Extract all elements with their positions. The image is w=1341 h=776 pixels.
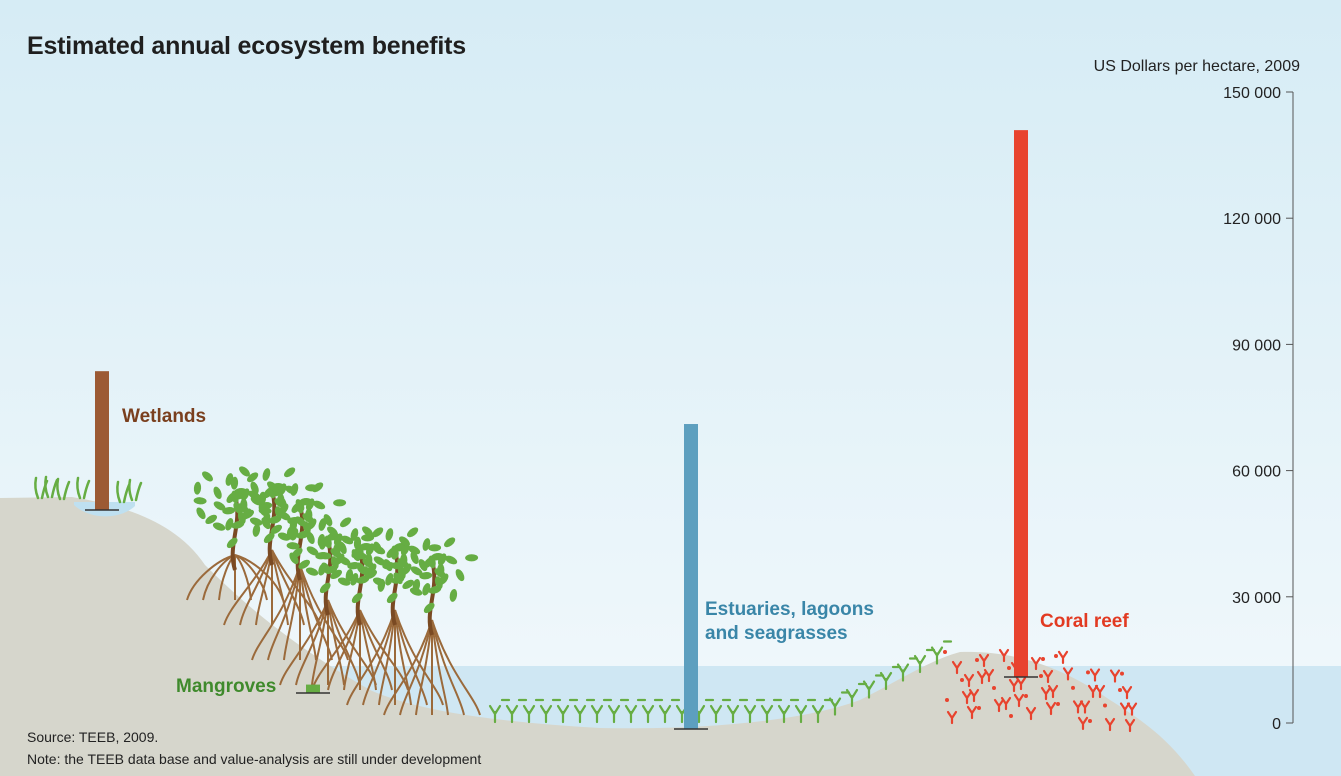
seagrass xyxy=(488,640,953,724)
y-axis: 0 30 000 60 000 90 000 120 000 150 000 xyxy=(1223,85,1294,733)
category-label-line: and seagrasses xyxy=(705,623,848,644)
y-tick-label: 60 000 xyxy=(1232,464,1281,481)
source-text: Source: TEEB, 2009. xyxy=(27,729,159,745)
bar-wetlands xyxy=(95,371,109,510)
category-label-line: Wetlands xyxy=(122,406,207,427)
bar-mangroves xyxy=(306,684,320,693)
y-tick-label: 150 000 xyxy=(1223,85,1281,102)
bars xyxy=(85,130,1038,730)
category-label: Estuaries, lagoons and seagrasses xyxy=(705,598,874,646)
note-text: Note: the TEEB data base and value-analy… xyxy=(27,751,482,767)
category-label: Wetlands xyxy=(122,405,206,429)
category-label: Mangroves xyxy=(176,675,276,699)
bar-estuaries-lagoons-and-seagrasses xyxy=(684,424,698,729)
y-tick-label: 30 000 xyxy=(1232,590,1281,607)
y-tick-label: 90 000 xyxy=(1232,337,1281,354)
category-label: Coral reef xyxy=(1040,610,1129,634)
mangrove-trees xyxy=(186,466,481,716)
category-label-line: Mangroves xyxy=(176,676,277,697)
y-tick-label: 120 000 xyxy=(1223,211,1281,228)
bar-coral-reef xyxy=(1014,130,1028,678)
coral-cluster xyxy=(943,648,1138,733)
seabed-terrain xyxy=(0,497,1195,776)
illustration-layer xyxy=(34,466,1138,733)
y-tick-label: 0 xyxy=(1272,716,1281,733)
y-axis-unit-label: US Dollars per hectare, 2009 xyxy=(1093,58,1300,75)
wetland-grass xyxy=(34,475,143,504)
category-label-line: Coral reef xyxy=(1040,611,1129,632)
category-label-line: Estuaries, lagoons xyxy=(705,599,874,620)
chart-title: Estimated annual ecosystem benefits xyxy=(27,32,466,60)
